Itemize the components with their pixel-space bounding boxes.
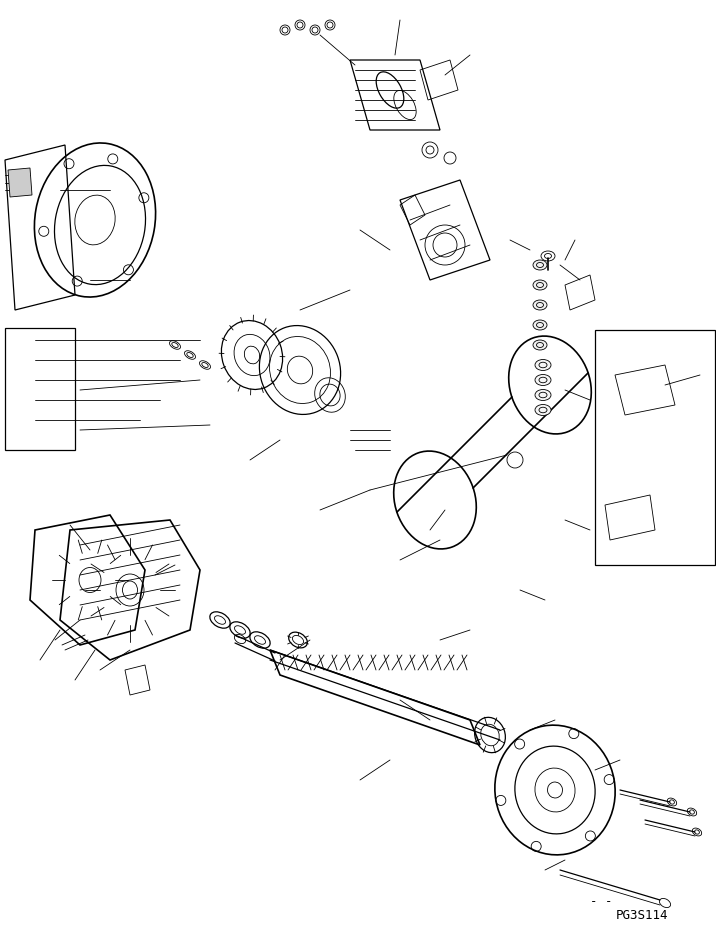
Ellipse shape — [533, 260, 547, 270]
Ellipse shape — [533, 300, 547, 310]
Ellipse shape — [535, 374, 551, 386]
Ellipse shape — [533, 280, 547, 290]
Ellipse shape — [533, 340, 547, 350]
Ellipse shape — [535, 389, 551, 401]
Ellipse shape — [533, 320, 547, 330]
Polygon shape — [8, 168, 32, 197]
Ellipse shape — [535, 404, 551, 416]
Text: - -: - - — [590, 895, 612, 908]
Text: PG3S114: PG3S114 — [616, 909, 669, 922]
Ellipse shape — [535, 359, 551, 371]
